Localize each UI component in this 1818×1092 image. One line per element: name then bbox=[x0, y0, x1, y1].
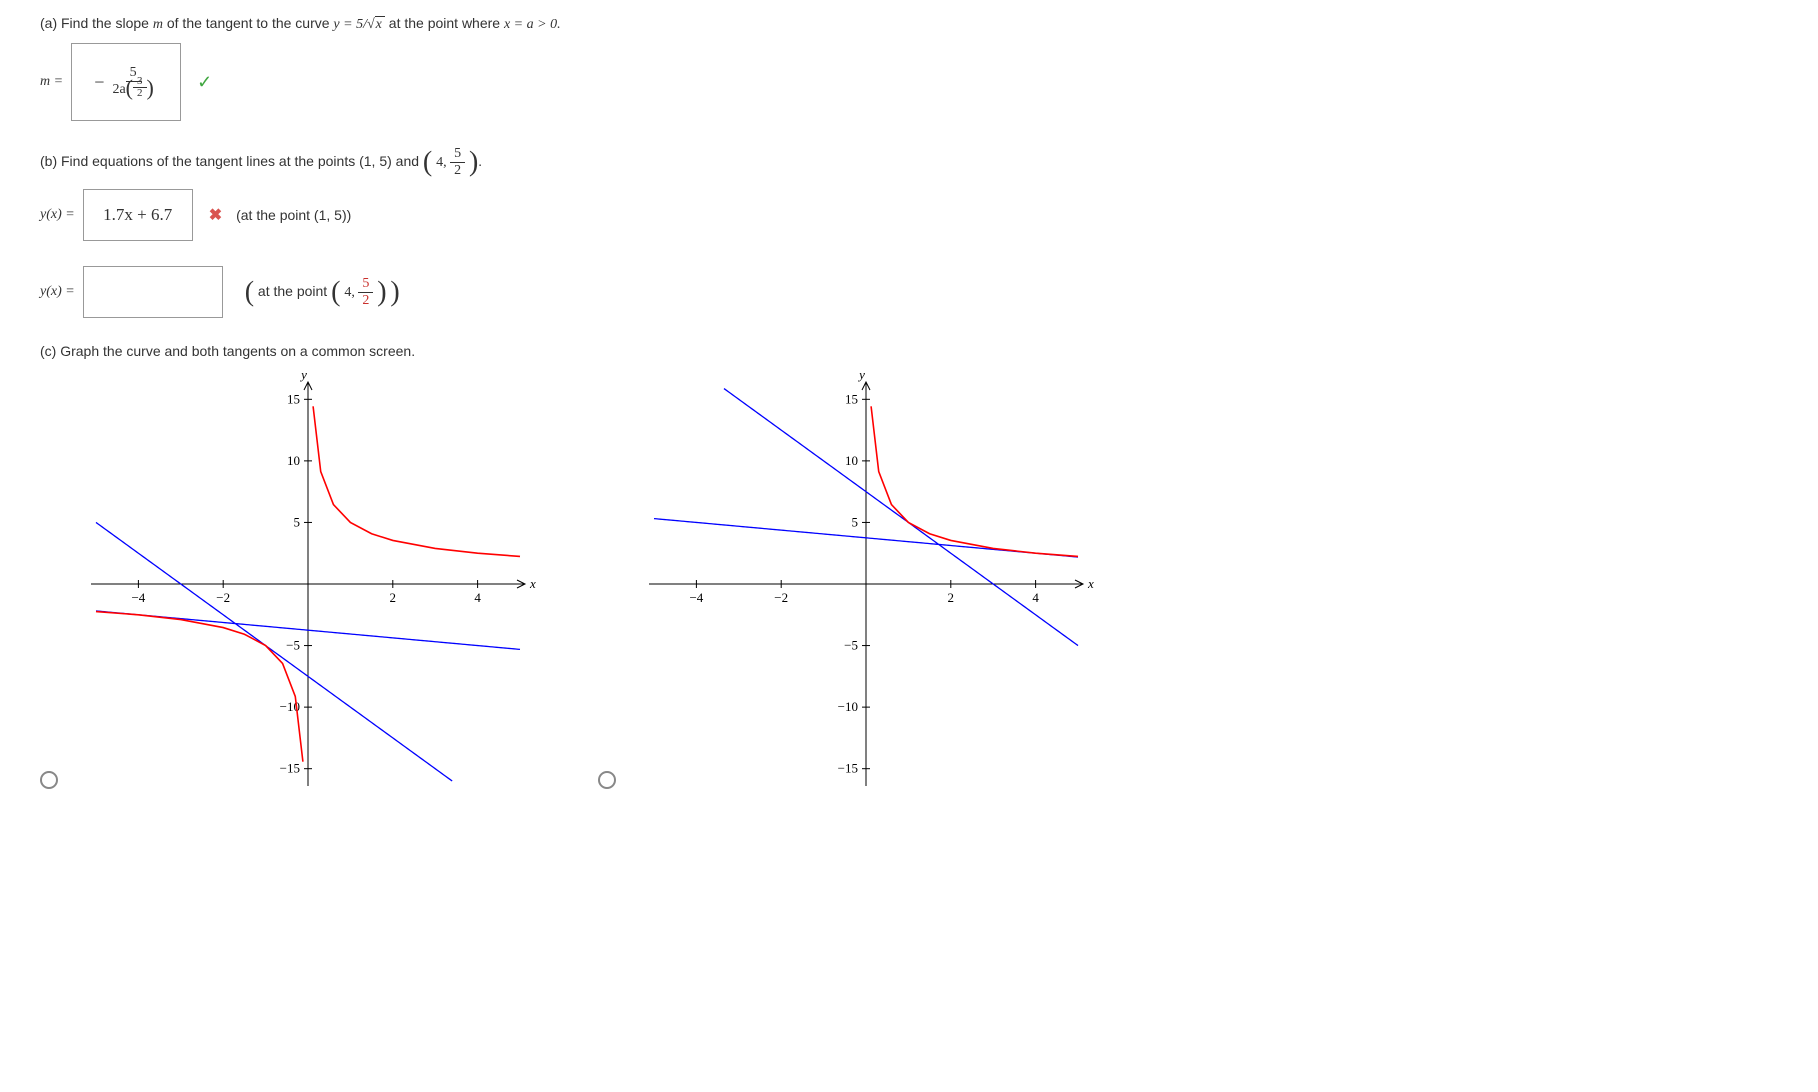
svg-text:4: 4 bbox=[474, 590, 481, 605]
text: at the point where bbox=[389, 15, 504, 31]
left-paren: ( bbox=[423, 147, 432, 178]
graph-option-1[interactable]: xy−4−22415105−5−10−15 bbox=[40, 369, 538, 799]
svg-text:2: 2 bbox=[948, 590, 955, 605]
text: (a) Find the slope bbox=[40, 15, 153, 31]
svg-text:−4: −4 bbox=[131, 590, 145, 605]
left-paren: ( bbox=[245, 276, 254, 307]
inner-left-paren: ( bbox=[331, 276, 340, 307]
text: of the tangent to the curve bbox=[167, 15, 334, 31]
radio-button[interactable] bbox=[598, 771, 616, 789]
svg-text:15: 15 bbox=[845, 391, 858, 406]
answer-fraction: 5 2a ( 3 2 ) bbox=[108, 65, 157, 99]
radio-button[interactable] bbox=[40, 771, 58, 789]
svg-text:y: y bbox=[857, 369, 865, 382]
svg-text:5: 5 bbox=[852, 514, 859, 529]
part-b-answer1-row: y(x) = 1.7x + 6.7 ✖ (at the point (1, 5)… bbox=[40, 189, 1778, 241]
part-b-answer2-row: y(x) = ( at the point ( 4, 5 2 ) ) bbox=[40, 266, 1778, 318]
denominator: 2a ( 3 2 ) bbox=[108, 82, 157, 99]
m-equals-label: m = bbox=[40, 74, 63, 90]
svg-text:−10: −10 bbox=[838, 699, 858, 714]
part-a: (a) Find the slope m of the tangent to t… bbox=[40, 15, 1778, 121]
inner-right-paren: ) bbox=[377, 276, 386, 307]
left-paren: ( bbox=[126, 82, 133, 93]
hint1: (at the point (1, 5)) bbox=[236, 207, 351, 223]
x-eq-a: x = a > 0. bbox=[504, 17, 561, 32]
svg-text:4: 4 bbox=[1032, 590, 1039, 605]
svg-text:x: x bbox=[529, 576, 536, 591]
sqrt-sign: √ bbox=[367, 17, 375, 32]
den-coef: 2a bbox=[112, 82, 125, 98]
svg-text:x: x bbox=[1087, 576, 1094, 591]
check-icon: ✓ bbox=[197, 72, 212, 93]
y-equals-label: y(x) = bbox=[40, 207, 75, 223]
tangent1-answer-input[interactable]: 1.7x + 6.7 bbox=[83, 189, 193, 241]
graph-option-2[interactable]: x y −4 −2 2 4 15 10 5 −5 −10 −15 bbox=[598, 369, 1096, 799]
svg-text:−5: −5 bbox=[844, 638, 858, 653]
svg-text:2: 2 bbox=[390, 590, 397, 605]
svg-text:−2: −2 bbox=[774, 590, 788, 605]
svg-text:−15: −15 bbox=[838, 761, 858, 776]
exp-den: 2 bbox=[133, 88, 147, 99]
frac-num: 5 bbox=[358, 276, 373, 293]
hint-y-frac: 5 2 bbox=[358, 276, 373, 309]
hint2: ( at the point ( 4, 5 2 ) ) bbox=[245, 276, 400, 309]
m-answer-input[interactable]: − 5 2a ( 3 2 ) bbox=[71, 43, 181, 121]
svg-text:10: 10 bbox=[845, 453, 858, 468]
part-c-prompt: (c) Graph the curve and both tangents on… bbox=[40, 343, 1778, 359]
frac-den: 2 bbox=[450, 163, 465, 179]
right-paren: ) bbox=[147, 82, 154, 93]
part-b: (b) Find equations of the tangent lines … bbox=[40, 146, 1778, 318]
point-y-frac: 5 2 bbox=[450, 146, 465, 179]
graph-1-svg: xy−4−22415105−5−10−15 bbox=[78, 369, 538, 799]
part-a-prompt: (a) Find the slope m of the tangent to t… bbox=[40, 15, 1778, 33]
tangent2-answer-input[interactable] bbox=[83, 266, 223, 318]
var-m: m bbox=[153, 17, 163, 32]
part-b-prompt: (b) Find equations of the tangent lines … bbox=[40, 146, 1778, 179]
svg-text:−4: −4 bbox=[689, 590, 703, 605]
right-paren: ) bbox=[469, 147, 478, 178]
svg-text:−15: −15 bbox=[280, 761, 300, 776]
svg-text:5: 5 bbox=[294, 514, 301, 529]
minus-sign: − bbox=[94, 72, 104, 93]
frac-den: 2 bbox=[358, 293, 373, 309]
svg-text:y: y bbox=[299, 369, 307, 382]
y-equals-label: y(x) = bbox=[40, 284, 75, 300]
sqrt-arg: x bbox=[375, 16, 385, 32]
exponent-frac: 3 2 bbox=[133, 76, 147, 99]
answer1-text: 1.7x + 6.7 bbox=[103, 205, 172, 225]
svg-text:15: 15 bbox=[287, 391, 300, 406]
hint-prefix: at the point bbox=[258, 283, 331, 299]
text: (b) Find equations of the tangent lines … bbox=[40, 153, 423, 169]
graphs-row: x y −4 −2 2 4 15 10 5 −5 −10 −15 x y −4 −2 2 4 15 10 5 −5 −10… bbox=[40, 369, 1778, 799]
right-paren: ) bbox=[390, 276, 399, 307]
svg-text:10: 10 bbox=[287, 453, 300, 468]
frac-num: 5 bbox=[450, 146, 465, 163]
graph-2-svg: x y −4 −2 2 4 15 10 5 −5 −10 −15 bbox=[636, 369, 1096, 799]
svg-text:−5: −5 bbox=[286, 638, 300, 653]
svg-text:−2: −2 bbox=[216, 590, 230, 605]
equation-lhs: y = 5/ bbox=[333, 17, 367, 32]
x-icon: ✖ bbox=[209, 205, 222, 225]
part-c: (c) Graph the curve and both tangents on… bbox=[40, 343, 1778, 799]
part-a-answer-row: m = − 5 2a ( 3 2 ) ✓ bbox=[40, 43, 1778, 121]
